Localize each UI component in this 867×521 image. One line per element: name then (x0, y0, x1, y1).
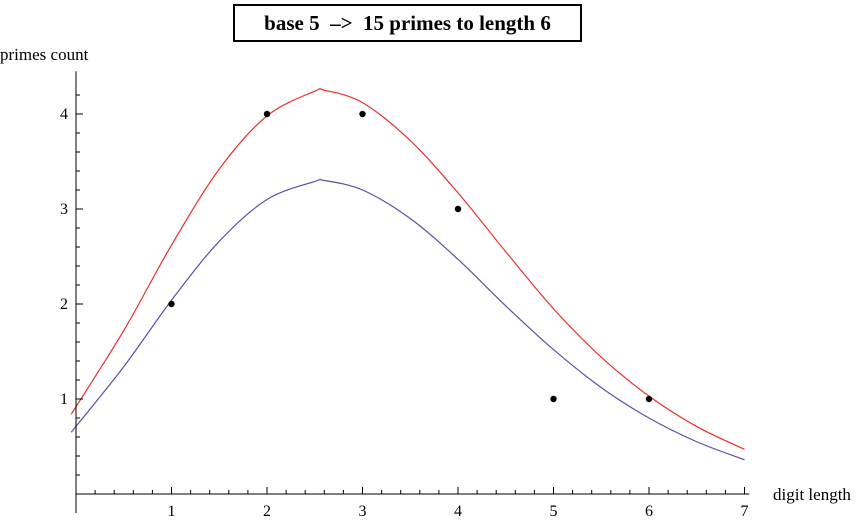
y-tick-label: 2 (60, 296, 68, 313)
x-tick-label: 5 (550, 503, 558, 520)
x-tick-label: 2 (263, 503, 271, 520)
y-tick-label: 4 (60, 106, 68, 123)
x-tick-label: 4 (454, 503, 462, 520)
data-point (263, 110, 271, 118)
axes-layer: 1 2 3 4 5 6 7 1 2 3 4 (60, 71, 750, 520)
x-tick-label: 1 (168, 503, 176, 520)
y-axis-label: primes count (0, 45, 89, 64)
y-tick-label: 1 (60, 391, 68, 408)
points-layer (168, 110, 653, 403)
data-point (168, 300, 175, 308)
chart-title-box: base 5 –> 15 primes to length 6 (233, 4, 582, 42)
x-tick-label: 7 (741, 503, 749, 520)
x-tick-label: 6 (645, 503, 653, 520)
chart-title: base 5 –> 15 primes to length 6 (264, 10, 551, 35)
series-curve-2 (70, 178, 745, 461)
curves-layer (70, 87, 745, 461)
data-point (359, 110, 366, 118)
y-tick-label: 3 (60, 201, 68, 218)
data-point (454, 205, 462, 213)
series-curve-1 (70, 87, 745, 450)
data-point (645, 395, 653, 403)
data-point (550, 395, 557, 403)
x-axis-label: digit length (773, 485, 851, 504)
x-tick-label: 3 (359, 503, 367, 520)
